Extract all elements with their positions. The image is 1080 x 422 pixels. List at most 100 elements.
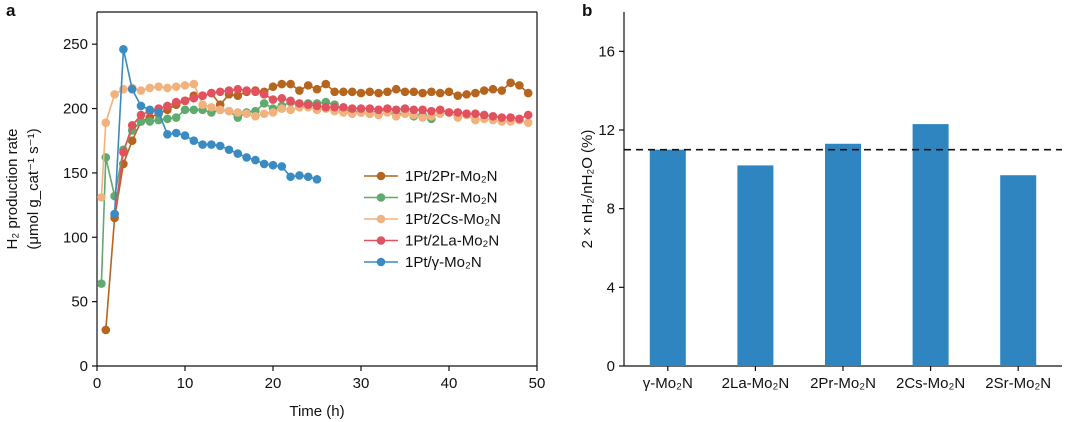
data-point — [409, 87, 419, 97]
data-point — [154, 82, 163, 91]
data-point — [506, 78, 515, 88]
data-point — [286, 105, 295, 115]
a-y-axis-label-line1: H₂ production rate — [4, 129, 21, 250]
data-point — [286, 96, 295, 106]
data-point — [400, 87, 410, 97]
data-point — [365, 87, 375, 97]
data-point — [515, 114, 524, 124]
data-point — [189, 105, 199, 115]
data-point — [251, 155, 260, 165]
b-x-tick-label: 2Cs-Mo₂N — [896, 375, 965, 392]
a-y-tick-label: 200 — [63, 101, 88, 118]
data-point — [242, 109, 251, 118]
data-point — [391, 84, 401, 94]
data-point — [277, 162, 287, 171]
legend: 1Pt/2Pr-Mo₂N 1Pt/2Sr-Mo₂N 1Pt/2Cs-Mo₂N 1Pt/… — [364, 168, 501, 271]
data-point — [251, 87, 260, 97]
data-point — [506, 113, 515, 122]
data-point — [215, 87, 225, 97]
bar-mo-n — [649, 149, 686, 366]
series-1pt-2sr-mo-n — [97, 97, 436, 288]
data-point — [295, 171, 304, 180]
data-point — [427, 106, 436, 116]
data-point — [163, 114, 172, 124]
data-point — [97, 279, 106, 288]
a-x-tick-label: 40 — [441, 375, 458, 392]
data-point — [418, 113, 427, 122]
data-point — [523, 110, 533, 120]
b-y-tick-label: 4 — [607, 279, 615, 296]
legend-label: 1Pt/γ-Mo₂N — [405, 254, 482, 271]
a-x-tick-label: 30 — [353, 375, 370, 392]
b-x-tick-label: 2Sr-Mo₂N — [985, 375, 1051, 392]
data-point — [110, 209, 119, 219]
a-x-tick-label: 20 — [265, 375, 282, 392]
bar-2la-mo-n — [737, 165, 774, 366]
legend-marker — [376, 171, 386, 181]
legend-marker — [376, 193, 386, 202]
data-point — [145, 83, 155, 93]
data-point — [488, 111, 498, 121]
data-point — [312, 84, 322, 94]
legend-label: 1Pt/2Pr-Mo₂N — [405, 168, 498, 185]
b-y-axis-label: 2 × nH₂/nH₂O (%) — [579, 130, 596, 249]
data-point — [312, 101, 322, 111]
data-point — [163, 129, 172, 139]
b-y-tick-label: 16 — [598, 43, 615, 60]
data-point — [286, 79, 295, 89]
data-point — [136, 86, 146, 95]
data-point — [251, 111, 260, 121]
data-point — [277, 104, 287, 113]
data-point — [356, 104, 366, 113]
data-point — [180, 105, 190, 115]
data-point — [242, 86, 251, 95]
legend-marker — [376, 257, 386, 267]
data-point — [224, 86, 234, 95]
data-point — [497, 86, 507, 95]
data-point — [207, 102, 216, 112]
data-point — [101, 325, 111, 335]
series-line — [113, 49, 318, 215]
data-point — [171, 113, 181, 122]
data-point — [268, 95, 278, 104]
data-point — [471, 109, 480, 118]
data-point — [453, 91, 463, 100]
data-point — [268, 82, 278, 91]
data-point — [198, 100, 207, 109]
data-point — [136, 101, 146, 111]
panel-label-b: b — [582, 1, 592, 20]
a-y-tick-label: 100 — [63, 229, 88, 246]
a-x-axis-label: Time (h) — [289, 403, 344, 420]
data-point — [127, 120, 137, 130]
data-point — [207, 88, 216, 98]
series-1pt-mo-n — [110, 45, 322, 219]
data-point — [295, 99, 304, 108]
data-point — [479, 86, 489, 95]
data-point — [145, 105, 155, 115]
data-point — [97, 193, 106, 202]
a-x-tick-label: 0 — [93, 375, 101, 392]
data-point — [347, 104, 357, 113]
data-point — [119, 148, 128, 157]
data-point — [180, 131, 190, 140]
data-point — [409, 105, 419, 115]
data-point — [462, 109, 471, 118]
data-point — [233, 84, 243, 94]
data-point — [277, 93, 287, 103]
data-point — [233, 108, 243, 117]
panel-label-a: a — [6, 1, 16, 20]
b-x-tick-label: γ-Mo₂N — [643, 375, 693, 392]
data-point — [163, 83, 172, 93]
data-point — [171, 97, 181, 107]
data-point — [180, 96, 190, 106]
data-point — [224, 106, 234, 116]
bar-2cs-mo-n — [912, 124, 949, 366]
b-y-tick-label: 12 — [598, 122, 615, 139]
data-point — [127, 136, 137, 146]
data-point — [444, 87, 454, 97]
a-x-tick-label: 50 — [529, 375, 546, 392]
data-point — [295, 86, 304, 95]
legend-label: 1Pt/2Cs-Mo₂N — [405, 211, 501, 228]
bar-2pr-mo-n — [825, 143, 861, 366]
data-point — [427, 87, 436, 97]
